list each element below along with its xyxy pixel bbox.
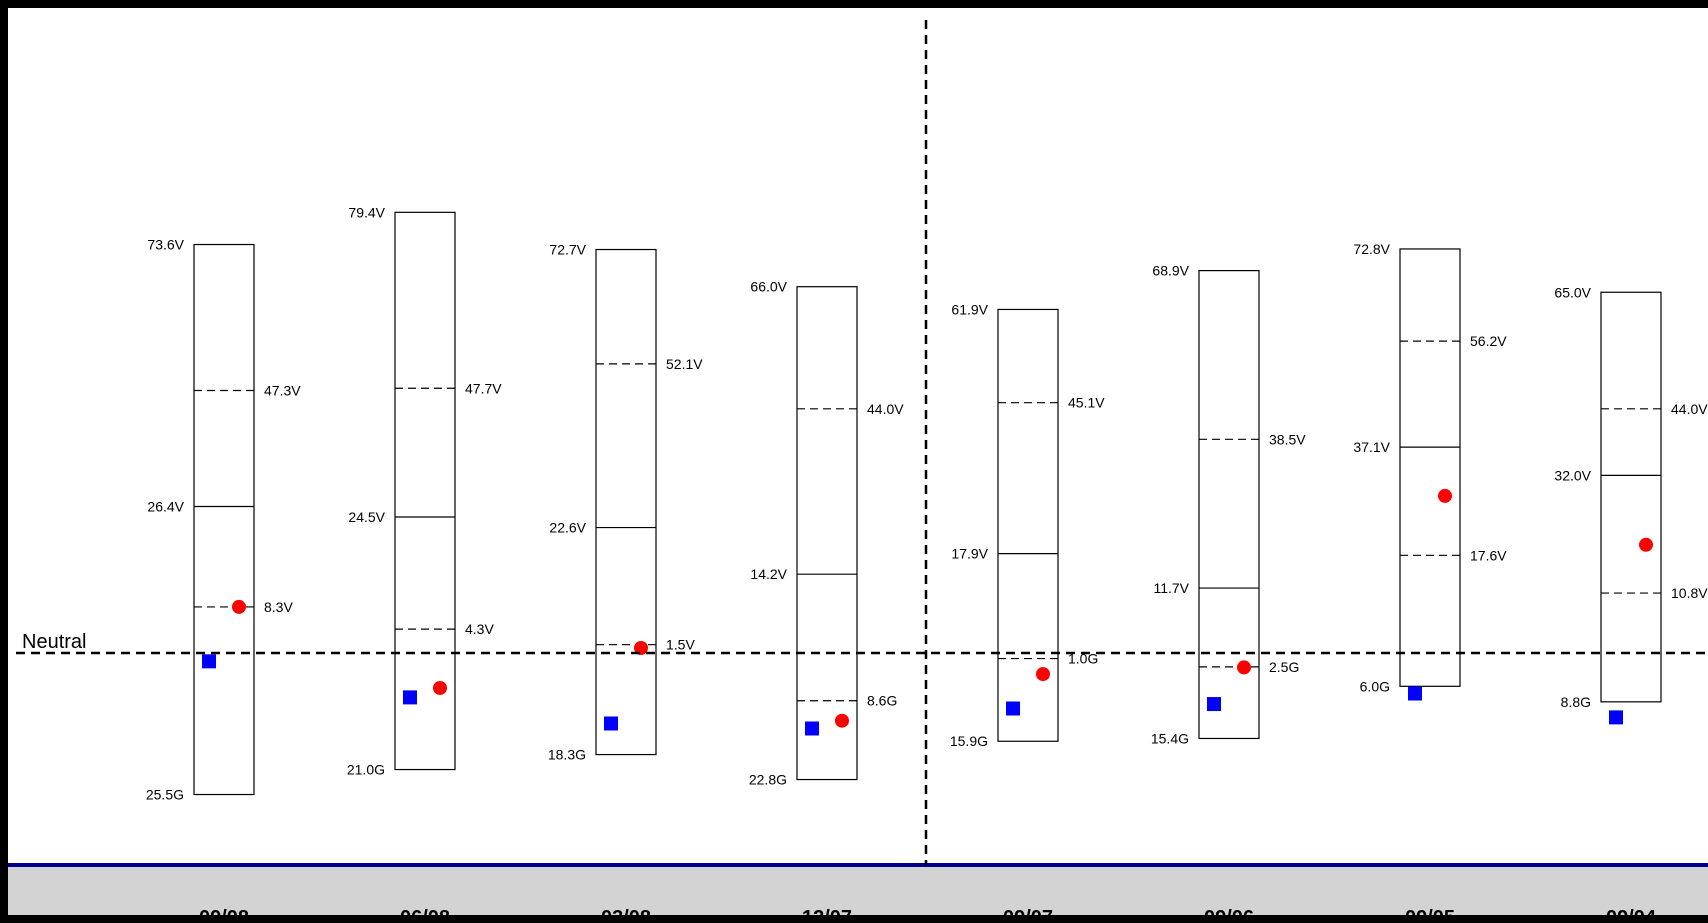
top-value-label: 66.0V <box>750 279 787 295</box>
top-value-label: 79.4V <box>348 204 385 220</box>
columns-layer: 73.6V 25.5G 26.4V 47.3V 8.3V 09/08 79.4V 21.0G 2… <box>146 204 1708 923</box>
lower-quartile-label: 8.6G <box>867 693 897 709</box>
lower-quartile-label: 2.5G <box>1269 659 1299 675</box>
lower-quartile-label: 10.8V <box>1671 585 1708 601</box>
range-box <box>1198 270 1260 740</box>
bottom-value-label: 8.8G <box>1561 694 1591 710</box>
circle-marker <box>835 713 849 728</box>
square-marker <box>1006 701 1020 716</box>
upper-quartile-label: 47.3V <box>264 382 301 398</box>
period-date-label: 09/04 <box>1606 907 1657 923</box>
circle-marker <box>232 599 246 614</box>
top-value-label: 73.6V <box>147 237 184 253</box>
bottom-value-label: 25.5G <box>146 787 184 803</box>
bottom-value-label: 18.3G <box>548 747 586 763</box>
upper-quartile-label: 45.1V <box>1068 395 1105 411</box>
period-date-label: 09/05 <box>1405 907 1455 923</box>
circle-marker <box>1438 488 1452 503</box>
upper-quartile-label: 44.0V <box>867 401 904 417</box>
midpoint-value-label: 24.5V <box>348 509 385 525</box>
circle-marker <box>634 641 648 656</box>
square-marker <box>403 690 417 705</box>
lower-quartile-label: 1.0G <box>1068 651 1098 667</box>
midpoint-value-label: 26.4V <box>147 498 184 514</box>
lower-quartile-label: 17.6V <box>1470 547 1507 563</box>
upper-quartile-label: 44.0V <box>1671 401 1708 417</box>
period-date-label: 06/08 <box>400 907 450 923</box>
midpoint-value-label: 17.9V <box>951 546 988 562</box>
top-value-label: 68.9V <box>1152 263 1189 279</box>
square-marker <box>1207 697 1221 712</box>
lower-quartile-label: 8.3V <box>264 599 293 615</box>
range-box <box>394 211 456 771</box>
square-marker <box>202 654 216 669</box>
square-marker <box>1609 710 1623 725</box>
midpoint-value-label: 32.0V <box>1554 467 1591 483</box>
upper-quartile-label: 38.5V <box>1269 431 1306 447</box>
top-value-label: 72.7V <box>549 242 586 258</box>
square-marker <box>805 721 819 736</box>
bottom-value-label: 15.4G <box>1151 730 1189 746</box>
midpoint-value-label: 14.2V <box>750 566 787 582</box>
period-date-label: 09/06 <box>1204 907 1254 923</box>
circle-marker <box>1237 660 1251 675</box>
upper-quartile-label: 47.7V <box>465 380 502 396</box>
top-value-label: 65.0V <box>1554 284 1591 300</box>
range-box <box>193 243 255 796</box>
bottom-value-label: 6.0G <box>1360 678 1390 694</box>
circle-marker <box>1036 667 1050 682</box>
midpoint-value-label: 22.6V <box>549 520 586 536</box>
period-date-label: 09/07 <box>1003 907 1053 923</box>
circle-marker <box>1639 537 1653 552</box>
neutral-label: Neutral <box>22 631 86 653</box>
square-marker <box>1408 686 1422 701</box>
bottom-value-label: 15.9G <box>950 733 988 749</box>
square-marker <box>604 716 618 731</box>
period-date-label: 09/08 <box>199 907 249 923</box>
upper-quartile-label: 52.1V <box>666 356 703 372</box>
lower-quartile-label: 1.5V <box>666 637 695 653</box>
range-box <box>1399 248 1461 687</box>
range-chart: 73.6V 25.5G 26.4V 47.3V 8.3V 09/08 79.4V 21.0G 2… <box>8 20 1708 923</box>
period-date-label: 03/08 <box>601 907 651 923</box>
period-date-label: 12/07 <box>802 907 852 923</box>
top-value-label: 61.9V <box>951 301 988 317</box>
midpoint-value-label: 11.7V <box>1153 580 1189 596</box>
footer-band <box>8 865 1708 915</box>
range-box <box>595 248 657 756</box>
range-box <box>796 286 858 781</box>
range-box <box>1600 291 1662 703</box>
upper-quartile-label: 56.2V <box>1470 333 1507 349</box>
top-value-label: 72.8V <box>1353 241 1390 257</box>
bottom-value-label: 22.8G <box>749 772 787 788</box>
range-box <box>997 308 1059 742</box>
lower-quartile-label: 4.3V <box>465 621 494 637</box>
midpoint-value-label: 37.1V <box>1353 439 1390 455</box>
bottom-value-label: 21.0G <box>347 762 385 778</box>
circle-marker <box>433 680 447 695</box>
